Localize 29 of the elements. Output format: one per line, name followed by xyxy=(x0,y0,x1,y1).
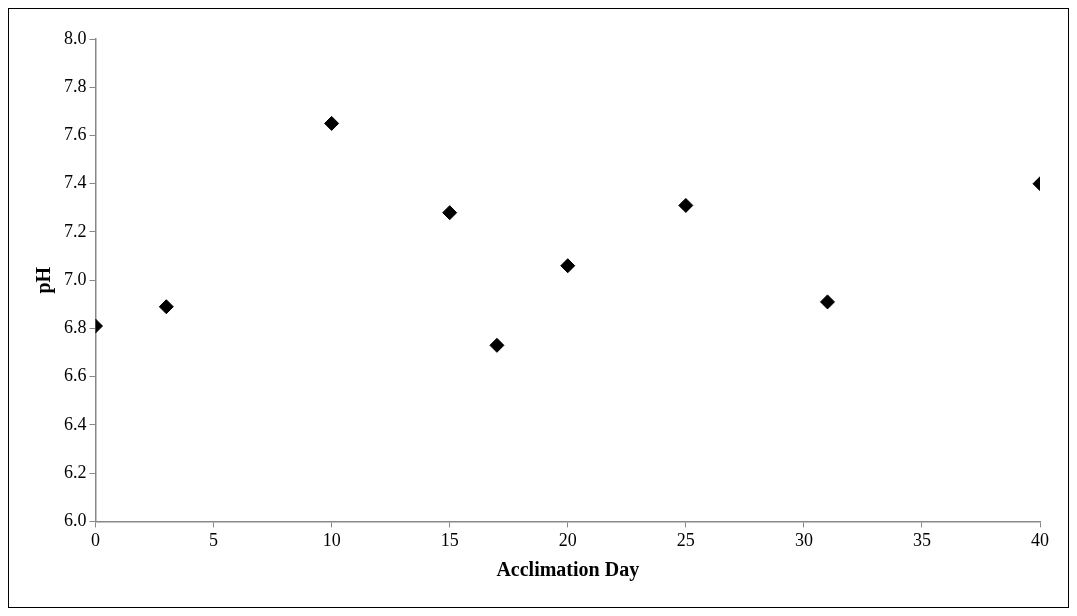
y-tick-label: 7.2 xyxy=(64,220,87,241)
x-tick-label: 25 xyxy=(676,529,695,550)
y-tick-label: 8.0 xyxy=(64,27,87,48)
point xyxy=(560,258,576,274)
y-tick-label: 6.2 xyxy=(64,461,87,482)
y-tick-label: 6.6 xyxy=(64,365,87,386)
x-tick-label: 10 xyxy=(322,529,341,550)
y-tick-label: 6.0 xyxy=(64,510,87,531)
point xyxy=(819,294,835,310)
x-tick-label: 30 xyxy=(794,529,813,550)
x-tick-label: 40 xyxy=(1031,529,1049,550)
x-tick-label: 20 xyxy=(558,529,577,550)
point xyxy=(324,115,340,131)
y-tick-label: 7.8 xyxy=(64,75,87,96)
y-axis-title: pH xyxy=(32,266,56,294)
x-tick-label: 5 xyxy=(209,529,219,550)
y-tick-label: 6.4 xyxy=(64,413,87,434)
y-tick-label: 6.8 xyxy=(64,317,87,338)
point xyxy=(489,337,505,353)
point xyxy=(442,205,458,221)
x-tick-label: 35 xyxy=(912,529,931,550)
x-tick-label: 0 xyxy=(91,529,100,550)
x-axis-title: Acclimation Day xyxy=(496,558,640,582)
point xyxy=(158,299,174,315)
x-tick-label: 15 xyxy=(440,529,459,550)
point xyxy=(678,197,694,213)
y-tick-label: 7.0 xyxy=(64,268,87,289)
y-tick-label: 7.4 xyxy=(64,172,87,193)
y-tick-label: 7.6 xyxy=(64,124,87,145)
